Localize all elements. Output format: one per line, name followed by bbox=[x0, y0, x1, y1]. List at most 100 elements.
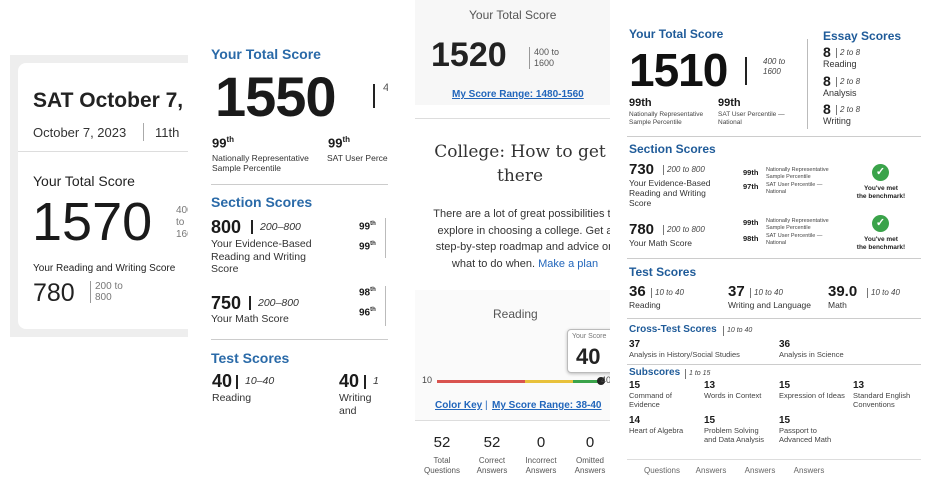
user-percentile-label: SAT User Percentile — National bbox=[718, 111, 785, 127]
ebrw-score: 800 bbox=[211, 217, 242, 237]
ebrw-percentile-2: 97th bbox=[743, 182, 759, 191]
reading-writing-score: 780 bbox=[33, 279, 75, 307]
essay-reading-score: 8 bbox=[823, 44, 831, 60]
subscore-label: Heart of Algebra bbox=[629, 426, 683, 436]
desc-line: Reading and Writing bbox=[629, 188, 706, 198]
subscore-label: Words in Context bbox=[704, 391, 762, 401]
essay-writing-score: 8 bbox=[823, 101, 831, 117]
subscore-label: Command of Evidence bbox=[629, 391, 672, 409]
label-line: National bbox=[766, 188, 787, 195]
divider bbox=[627, 318, 921, 319]
ebrw-range: 200 to 800 bbox=[663, 165, 705, 175]
label-line-1: Nationally Representative bbox=[212, 153, 309, 163]
desc-line: Your Evidence-Based bbox=[211, 238, 312, 250]
footer-label: Questions bbox=[643, 466, 681, 475]
reading-writing-label: Your Reading and Writing Score bbox=[33, 263, 176, 274]
divider bbox=[745, 57, 747, 85]
test-scores-heading: Test Scores bbox=[211, 350, 290, 366]
range-line: 1600 bbox=[763, 67, 781, 76]
total-score-value: 1520 bbox=[431, 36, 507, 74]
omitted-answers-label: Omitted Answers bbox=[567, 456, 610, 476]
para-line: There are a lot of great possibilities t… bbox=[433, 208, 610, 220]
essay-scores-heading: Essay Scores bbox=[823, 29, 902, 43]
label-line: Command of bbox=[629, 391, 672, 400]
ebrw-range: 200–800 bbox=[260, 221, 301, 233]
label-line: Total bbox=[433, 456, 451, 465]
label-line: Sample Percentile bbox=[629, 119, 682, 126]
label-line: the benchmark! bbox=[856, 193, 906, 200]
percentile-value: 99 bbox=[328, 135, 343, 151]
subscore-value: 14 bbox=[629, 415, 641, 426]
axis-max: 40 bbox=[601, 375, 610, 385]
math-percentile-1-label: Nationally Representative Sample Percenti… bbox=[766, 218, 829, 231]
label-line: and Data Analysis bbox=[704, 434, 765, 444]
score-bar-yellow bbox=[525, 380, 573, 383]
ebrw-score: 730 bbox=[629, 161, 655, 178]
total-score-label: Your Total Score bbox=[33, 173, 135, 189]
divider bbox=[807, 39, 808, 129]
reading-label: Reading bbox=[493, 307, 538, 321]
total-score-value: 1570 bbox=[32, 192, 153, 252]
para-line: what to do when. Make a plan bbox=[425, 256, 610, 273]
ebrw-percentile-2: 99th bbox=[359, 241, 376, 253]
color-key-link[interactable]: Color Key bbox=[435, 400, 483, 411]
checkmark-icon: ✓ bbox=[872, 215, 889, 232]
label-line: Answers bbox=[525, 466, 557, 475]
make-a-plan-link[interactable]: Make a plan bbox=[538, 257, 599, 270]
divider bbox=[236, 375, 238, 389]
math-percentile-2: 96th bbox=[359, 307, 376, 319]
score-report-panel-4: Your Total Score 1510 400 to 1600 99th N… bbox=[623, 15, 923, 485]
desc-line: Reading and Writing bbox=[211, 250, 306, 263]
label-line: Standard English bbox=[853, 391, 911, 400]
incorrect-answers-value: 0 bbox=[536, 434, 546, 451]
cross-science-score: 36 bbox=[779, 339, 791, 350]
reading-test-score: 40 bbox=[212, 371, 233, 391]
subscore-value: 15 bbox=[629, 380, 641, 391]
range-line: 400 to bbox=[534, 47, 560, 57]
label-line: Words in Context bbox=[704, 391, 762, 400]
your-score-tooltip: Your Score 40 bbox=[567, 329, 610, 373]
score-range-link[interactable]: My Score Range: 1480-1560 bbox=[452, 89, 584, 100]
ebrw-percentile-1: 99th bbox=[743, 168, 759, 177]
writing-test-range: 10 to 40 bbox=[750, 288, 783, 298]
reading-test-label: Reading bbox=[629, 300, 661, 310]
essay-analysis-range: 2 to 8 bbox=[836, 77, 860, 87]
section-scores-heading: Section Scores bbox=[629, 142, 716, 156]
cross-test-range: 10 to 40 bbox=[723, 326, 752, 336]
label-line: SAT User Percentile — bbox=[766, 182, 823, 188]
footer-label: Answers bbox=[793, 466, 825, 475]
label-line: Answers bbox=[476, 466, 508, 475]
heading-line: there bbox=[496, 166, 544, 186]
label-line: SAT User Percentile — bbox=[766, 233, 823, 239]
label-line: You've met bbox=[864, 185, 898, 192]
label-line-2: Sample Percentile bbox=[212, 163, 281, 173]
math-range: 200–800 bbox=[258, 297, 299, 309]
writing-test-score: 40 bbox=[339, 371, 360, 391]
reading-writing-range: 200 to 800 bbox=[90, 281, 123, 303]
score-bar-red bbox=[437, 380, 525, 383]
national-percentile: 99th bbox=[629, 97, 652, 109]
link-separator: | bbox=[485, 400, 488, 411]
cross-history-label: Analysis in History/Social Studies bbox=[629, 350, 740, 359]
subscore-label: Passport to Advanced Math bbox=[779, 426, 831, 444]
tooltip-value: 40 bbox=[576, 344, 601, 369]
cross-science-label: Analysis in Science bbox=[779, 350, 844, 359]
reading-test-range: 10–40 bbox=[245, 375, 275, 387]
section-scores-heading: Section Scores bbox=[211, 194, 313, 210]
label-line: Questions bbox=[423, 466, 461, 475]
user-percentile: 99th bbox=[328, 135, 351, 151]
subscore-label: Standard English Conventions bbox=[853, 391, 911, 409]
label-line: National bbox=[766, 239, 787, 246]
label-line: SAT User Percentile — bbox=[718, 111, 785, 118]
math-test-score: 39.0 bbox=[828, 283, 858, 300]
grade-label: 11th bbox=[155, 125, 180, 140]
para-line: step-by-step roadmap and advice on bbox=[435, 241, 610, 253]
label-line: Passport to bbox=[779, 426, 817, 435]
reading-range-link[interactable]: My Score Range: 38-40 bbox=[492, 400, 602, 411]
writing-test-label: Writing and bbox=[339, 392, 372, 417]
correct-answers-value: 52 bbox=[483, 434, 501, 451]
score-card-panel-1: SAT October 7, 2 October 7, 2023 11th Yo… bbox=[10, 55, 188, 337]
score-marker bbox=[597, 377, 605, 385]
label-line: Omitted bbox=[575, 456, 604, 465]
divider bbox=[251, 220, 253, 234]
